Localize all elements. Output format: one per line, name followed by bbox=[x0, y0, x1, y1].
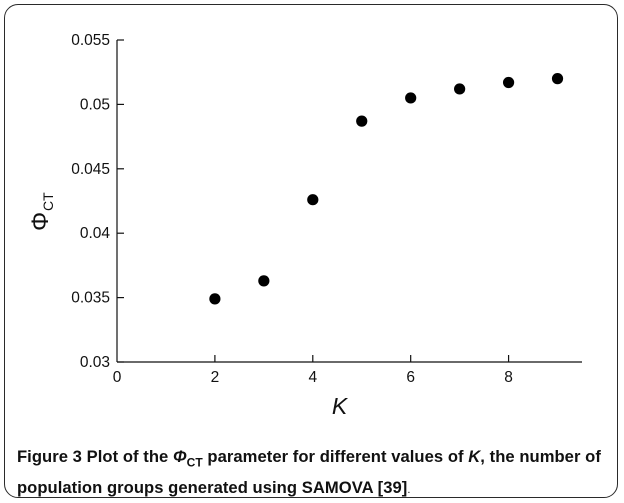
x-tick-label: 8 bbox=[504, 369, 513, 386]
data-point bbox=[551, 73, 564, 85]
y-tick-label: 0.03 bbox=[80, 354, 110, 371]
caption-symbol: Φ bbox=[172, 447, 187, 466]
axes bbox=[116, 40, 582, 363]
caption-text-pre: Plot of the bbox=[86, 447, 173, 466]
y-tick-label: 0.05 bbox=[80, 96, 110, 113]
y-tick-label: 0.04 bbox=[80, 225, 111, 242]
data-point bbox=[454, 83, 466, 95]
x-tick-label: 4 bbox=[308, 369, 317, 386]
caption-text-post: , the number of population groups genera… bbox=[17, 447, 601, 498]
caption-variable: K bbox=[468, 447, 481, 466]
y-axis-title-subscript: CT bbox=[40, 192, 56, 211]
y-tick-label: 0.035 bbox=[71, 290, 110, 307]
figure-frame bbox=[4, 4, 618, 498]
y-tick-label: 0.045 bbox=[71, 161, 110, 178]
y-axis-title-symbol: Φ bbox=[27, 212, 54, 231]
data-point bbox=[502, 76, 515, 89]
data-point bbox=[356, 115, 368, 127]
data-points bbox=[209, 73, 564, 305]
y-tick-label: 0.055 bbox=[71, 32, 110, 49]
caption-text-mid: parameter for different values of bbox=[202, 447, 469, 466]
x-tick-label: 0 bbox=[113, 369, 122, 386]
figure-caption: Figure 3 Plot of the ΦCT parameter for d… bbox=[17, 444, 617, 503]
data-point bbox=[307, 194, 319, 206]
scatter-chart: 0.03 0.035 0.04 0.045 0.05 0.055 0 2 4 6 8 K Φ CT bbox=[27, 32, 582, 419]
y-axis-title: Φ CT bbox=[27, 192, 56, 231]
data-point bbox=[209, 293, 221, 305]
caption-symbol-subscript: CT bbox=[186, 455, 203, 470]
caption-period: . bbox=[407, 484, 411, 497]
x-tick-label: 6 bbox=[406, 369, 415, 386]
data-point bbox=[258, 275, 270, 287]
data-point bbox=[405, 92, 417, 104]
x-axis-title: K bbox=[332, 393, 349, 419]
x-ticks: 0 2 4 6 8 bbox=[113, 355, 513, 386]
y-ticks: 0.03 0.035 0.04 0.045 0.05 0.055 bbox=[71, 32, 124, 371]
x-tick-label: 2 bbox=[211, 369, 220, 386]
caption-label: Figure 3 bbox=[17, 447, 82, 466]
